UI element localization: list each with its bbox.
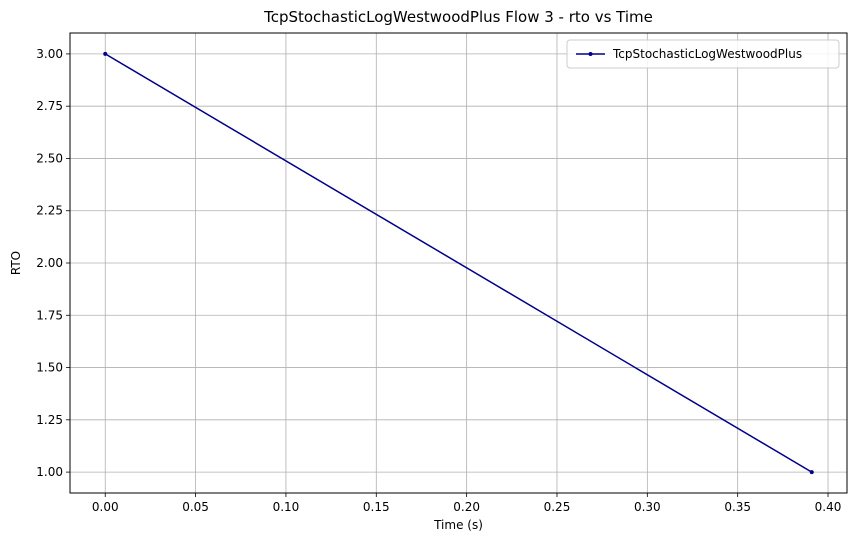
y-tick-label: 3.00: [36, 47, 63, 61]
y-axis-ticks: 1.00 1.25 1.50 1.75 2.00 2.25 2.50 2.75 3.00: [36, 47, 70, 479]
data-point: [103, 51, 108, 56]
data-point: [809, 470, 814, 475]
plot-frame: [69, 32, 848, 494]
series-line: [104, 53, 813, 473]
legend-box: [566, 39, 840, 69]
x-tick-label: 0.30: [634, 500, 661, 514]
y-tick-label: 2.25: [36, 204, 63, 218]
y-tick-label: 1.75: [36, 308, 63, 322]
x-tick-label: 0.05: [182, 500, 209, 514]
y-tick-label: 2.75: [36, 99, 63, 113]
x-tick-label: 0.40: [815, 500, 842, 514]
x-tick-label: 0.10: [273, 500, 300, 514]
y-tick-label: 2.00: [36, 256, 63, 270]
legend-marker-swatch: [588, 52, 593, 56]
x-tick-label: 0.35: [724, 500, 751, 514]
x-tick-label: 0.15: [363, 500, 390, 514]
y-axis-label: RTO: [9, 251, 23, 275]
series-layer: [103, 51, 814, 475]
y-tick-label: 2.50: [36, 151, 63, 165]
y-tick-label: 1.25: [36, 413, 63, 427]
x-tick-label: 0.20: [453, 500, 480, 514]
x-axis-ticks: 0.00 0.05 0.10 0.15 0.20 0.25 0.30 0.35 0.40: [92, 493, 842, 514]
y-tick-label: 1.00: [36, 465, 63, 479]
chart-title: TcpStochasticLogWestwoodPlus Flow 3 - rt…: [263, 8, 653, 26]
x-axis-label: Time (s): [433, 518, 483, 532]
x-tick-label: 0.25: [544, 500, 571, 514]
legend-label: TcpStochasticLogWestwoodPlus: [612, 47, 802, 61]
x-tick-label: 0.00: [92, 500, 119, 514]
legend: TcpStochasticLogWestwoodPlus: [566, 39, 840, 69]
y-tick-label: 1.50: [36, 361, 63, 375]
